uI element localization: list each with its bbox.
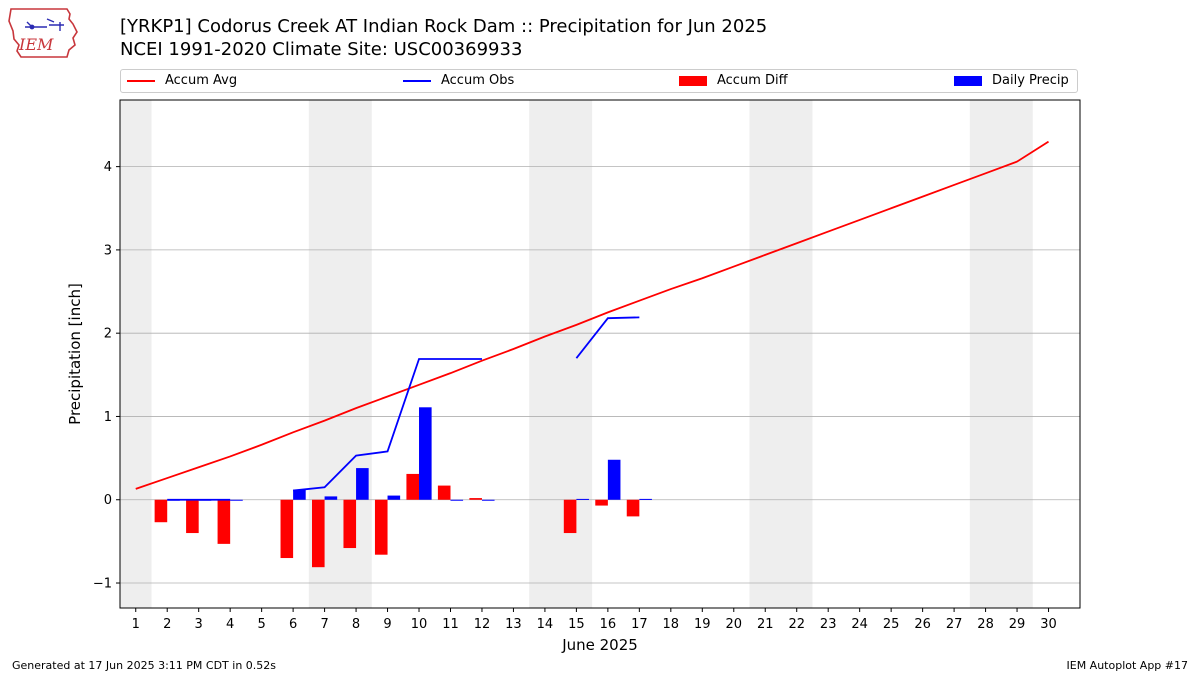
x-tick-label: 9 <box>383 617 391 632</box>
daily-precip-bar <box>481 499 495 501</box>
y-tick-label: 4 <box>104 160 112 175</box>
x-tick-label: 25 <box>883 617 900 632</box>
x-tick-label: 5 <box>257 617 265 632</box>
legend-item-accum-diff: Accum Diff <box>679 73 788 88</box>
iowa-map-logo-icon: IEM <box>8 8 78 58</box>
weekend-shade <box>749 100 813 608</box>
x-tick-label: 13 <box>505 617 522 632</box>
accum-diff-bar <box>312 499 325 568</box>
x-tick-label: 28 <box>977 617 994 632</box>
x-tick-label: 15 <box>568 617 585 632</box>
accum-diff-bar <box>280 499 294 559</box>
plot-frame <box>119 99 1081 609</box>
x-tick-label: 1 <box>132 617 140 632</box>
legend-swatch-accum-obs <box>403 79 431 82</box>
iem-logo: IEM <box>7 5 81 59</box>
x-tick-label: 22 <box>788 617 805 632</box>
accum-diff-bar <box>469 498 482 500</box>
accum-diff-bar <box>343 499 357 549</box>
x-tick-label: 29 <box>1009 617 1026 632</box>
chart-title: [YRKP1] Codorus Creek AT Indian Rock Dam… <box>120 16 768 37</box>
x-tick-label: 11 <box>442 617 459 632</box>
weekend-shade <box>969 100 1033 608</box>
x-tick-label: 20 <box>725 617 742 632</box>
accum-diff-bar <box>595 499 608 506</box>
daily-precip-bar <box>293 489 306 500</box>
accum-diff-bar <box>217 499 231 544</box>
x-tick-label: 23 <box>820 617 837 632</box>
daily-precip-bar <box>324 496 338 500</box>
weekend-shade <box>120 100 152 608</box>
legend-swatch-accum-avg <box>127 79 155 82</box>
x-tick-label: 14 <box>537 617 554 632</box>
legend-label-accum-avg: Accum Avg <box>165 73 238 88</box>
x-tick-label: 27 <box>946 617 963 632</box>
accum-obs-line-segment <box>575 316 640 359</box>
accum-diff-bar <box>563 499 577 534</box>
x-tick-label: 17 <box>631 617 648 632</box>
x-tick-label: 2 <box>163 617 171 632</box>
legend-swatch-daily-precip <box>954 75 982 86</box>
chart-legend: Accum Avg Accum Obs Accum Diff Daily Pre… <box>120 69 1078 93</box>
x-tick-label: 19 <box>694 617 711 632</box>
accum-diff-bar <box>186 499 199 534</box>
y-tick-label: 3 <box>104 243 112 258</box>
x-tick-label: 12 <box>474 617 491 632</box>
y-tick-label: 0 <box>104 493 112 508</box>
x-tick-label: 10 <box>411 617 428 632</box>
accum-diff-bar <box>437 485 451 500</box>
x-tick-label: 8 <box>352 617 360 632</box>
daily-precip-bar <box>639 498 652 500</box>
y-axis-label: Precipitation [inch] <box>66 283 84 425</box>
x-tick-label: 4 <box>226 617 234 632</box>
legend-label-accum-obs: Accum Obs <box>441 73 515 88</box>
x-tick-label: 3 <box>195 617 203 632</box>
y-tick-label: 2 <box>104 327 112 342</box>
daily-precip-bar <box>387 495 401 500</box>
x-tick-label: 6 <box>289 617 297 632</box>
daily-precip-bar <box>356 468 369 500</box>
daily-precip-bar <box>419 407 432 500</box>
x-tick-label: 7 <box>320 617 328 632</box>
x-tick-label: 18 <box>663 617 680 632</box>
x-tick-label: 24 <box>851 617 868 632</box>
x-tick-label: 16 <box>600 617 617 632</box>
daily-precip-bar <box>576 498 589 500</box>
legend-item-accum-avg: Accum Avg <box>127 73 237 88</box>
x-tick-label: 30 <box>1040 617 1057 632</box>
daily-precip-bar <box>230 499 243 501</box>
x-axis-label: June 2025 <box>561 636 638 654</box>
generated-timestamp: Generated at 17 Jun 2025 3:11 PM CDT in … <box>12 659 277 672</box>
accum-diff-bar <box>406 473 420 500</box>
y-tick-label: −1 <box>93 577 112 592</box>
daily-precip-bar <box>607 459 621 500</box>
legend-label-accum-diff: Accum Diff <box>717 73 788 88</box>
accum-obs-line-segment <box>293 358 482 492</box>
chart-subtitle: NCEI 1991-2020 Climate Site: USC00369933 <box>120 39 523 60</box>
app-credit: IEM Autoplot App #17 <box>1066 659 1189 672</box>
weekend-shade <box>529 100 593 608</box>
legend-item-accum-obs: Accum Obs <box>403 73 514 88</box>
legend-label-daily-precip: Daily Precip <box>992 73 1069 88</box>
accum-diff-bar <box>374 499 388 555</box>
x-tick-label: 26 <box>914 617 931 632</box>
y-tick-label: 1 <box>104 410 112 425</box>
x-tick-label: 21 <box>757 617 774 632</box>
accum-diff-bar <box>626 499 640 517</box>
accum-diff-bar <box>154 499 168 523</box>
logo-text: IEM <box>18 35 54 54</box>
daily-precip-bar <box>450 499 464 501</box>
accum-avg-line <box>135 140 1050 490</box>
legend-item-daily-precip: Daily Precip <box>954 73 1069 88</box>
legend-swatch-accum-diff <box>679 75 707 86</box>
